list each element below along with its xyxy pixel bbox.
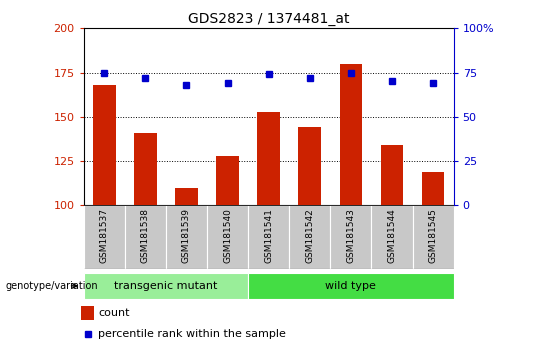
Bar (84, 273, 248, 299)
Text: GSM181542: GSM181542 (305, 209, 314, 263)
Text: GSM181543: GSM181543 (346, 209, 355, 263)
Bar (372, 205, 413, 269)
Bar (422, 172, 444, 205)
Bar (207, 205, 248, 269)
Text: transgenic mutant: transgenic mutant (114, 281, 218, 291)
Text: GSM181537: GSM181537 (100, 209, 109, 263)
Title: GDS2823 / 1374481_at: GDS2823 / 1374481_at (188, 12, 349, 26)
Bar (413, 205, 454, 269)
Bar (330, 205, 372, 269)
Text: GSM181545: GSM181545 (429, 209, 437, 263)
Bar (258, 112, 280, 205)
Text: GSM181538: GSM181538 (141, 209, 150, 263)
Bar (216, 156, 239, 205)
Bar (166, 205, 207, 269)
Bar (340, 64, 362, 205)
Text: genotype/variation: genotype/variation (5, 281, 98, 291)
Bar (248, 273, 454, 299)
Bar (125, 205, 166, 269)
Bar (299, 127, 321, 205)
Text: percentile rank within the sample: percentile rank within the sample (98, 329, 286, 339)
Bar (93, 85, 116, 205)
Text: GSM181539: GSM181539 (182, 209, 191, 263)
Bar (81, 307, 94, 320)
Text: count: count (98, 308, 130, 318)
Bar (175, 188, 198, 205)
Bar (289, 205, 330, 269)
Bar (84, 205, 125, 269)
Text: GSM181541: GSM181541 (264, 209, 273, 263)
Text: GSM181540: GSM181540 (223, 209, 232, 263)
Bar (134, 133, 157, 205)
Bar (248, 205, 289, 269)
Text: GSM181544: GSM181544 (388, 209, 396, 263)
Bar (381, 145, 403, 205)
Text: wild type: wild type (326, 281, 376, 291)
